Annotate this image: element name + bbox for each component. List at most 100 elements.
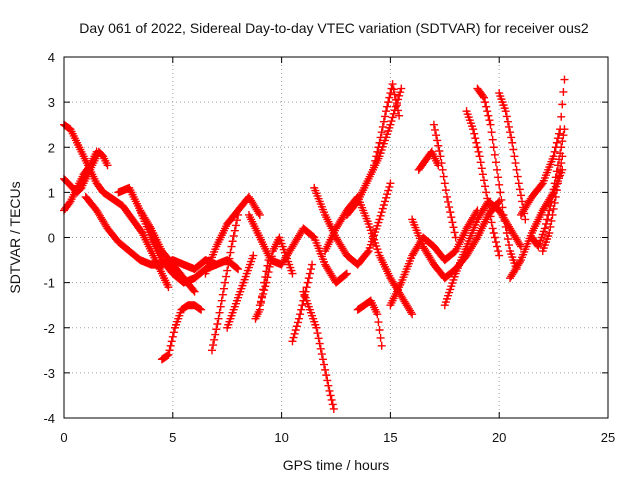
data-point [377, 208, 386, 217]
data-point [510, 152, 519, 161]
data-point [435, 147, 444, 156]
series-prn-p [310, 179, 395, 269]
y-tick-label: -2 [43, 321, 55, 336]
data-point [290, 329, 299, 338]
x-axis-label: GPS time / hours [283, 457, 390, 473]
data-point [342, 269, 351, 278]
chart-title: Day 061 of 2022, Sidereal Day-to-day VTE… [79, 20, 589, 36]
data-point [506, 128, 515, 137]
data-point [488, 135, 497, 144]
data-point [471, 134, 480, 143]
data-point [408, 310, 417, 319]
data-point [196, 304, 204, 313]
data-point [470, 129, 479, 138]
data-point [368, 165, 377, 174]
y-tick-label: -1 [43, 276, 55, 291]
data-point [512, 165, 521, 174]
data-point [394, 106, 403, 115]
data-point [318, 355, 327, 364]
data-point [258, 293, 267, 302]
data-layer [60, 75, 569, 413]
data-point [379, 117, 388, 126]
y-tick-label: -3 [43, 366, 55, 381]
data-point [504, 241, 513, 250]
data-point [448, 218, 457, 227]
data-point [295, 314, 304, 323]
data-point [376, 133, 385, 142]
data-point [215, 308, 224, 317]
data-point [549, 152, 558, 161]
data-point [496, 188, 505, 197]
data-point [291, 326, 300, 335]
data-point [377, 128, 386, 137]
data-point [163, 351, 172, 360]
data-point [545, 206, 554, 215]
data-point [499, 210, 508, 219]
y-tick-label: -4 [43, 411, 55, 426]
data-point [300, 292, 309, 301]
data-point [232, 216, 241, 225]
data-point [305, 269, 314, 278]
data-point [298, 301, 307, 310]
data-point [515, 257, 524, 266]
data-point [376, 333, 385, 342]
data-point [557, 143, 566, 152]
data-point [312, 323, 321, 332]
data-point [373, 147, 382, 156]
data-point [490, 233, 499, 242]
series-prn-t [353, 296, 386, 350]
data-point [441, 186, 450, 195]
series-prn-s [368, 80, 404, 174]
data-point [189, 286, 198, 295]
data-point [509, 145, 518, 154]
data-point [485, 116, 494, 125]
data-point [395, 91, 404, 100]
data-point [558, 137, 567, 146]
data-point [481, 182, 490, 191]
data-point [213, 319, 222, 328]
data-point [261, 282, 270, 291]
data-point [167, 337, 176, 346]
data-point [382, 193, 391, 202]
data-point [209, 341, 218, 350]
series-prn-ae [527, 125, 569, 251]
data-point [387, 117, 396, 126]
data-point [557, 159, 566, 168]
data-point [219, 284, 228, 293]
data-point [92, 147, 101, 156]
data-point [304, 274, 313, 283]
data-point [444, 197, 453, 206]
data-point [487, 218, 496, 227]
data-point [388, 113, 397, 122]
series-prn-w [414, 147, 443, 174]
plot-frame [63, 56, 609, 419]
data-point [313, 329, 322, 338]
data-point [438, 165, 447, 174]
data-point [556, 165, 565, 174]
data-point [259, 289, 268, 298]
data-point [395, 111, 404, 120]
data-point [469, 125, 478, 134]
data-point [326, 391, 335, 400]
data-point [491, 238, 500, 247]
data-point [482, 102, 491, 111]
data-point [264, 268, 273, 277]
data-point [548, 210, 557, 219]
data-point [472, 138, 481, 147]
data-point [222, 272, 231, 281]
data-point [436, 152, 445, 161]
data-point [308, 260, 317, 269]
data-point [503, 117, 512, 126]
series-prn-f [136, 206, 199, 296]
y-axis-label: SDTVAR / TECUs [7, 181, 23, 293]
data-point [320, 360, 329, 369]
data-point [316, 344, 325, 353]
data-point [363, 248, 372, 257]
data-point [190, 287, 199, 296]
data-point [432, 131, 441, 140]
data-point [481, 98, 490, 107]
data-point [374, 318, 383, 327]
data-point [288, 337, 297, 346]
data-point [386, 179, 395, 188]
